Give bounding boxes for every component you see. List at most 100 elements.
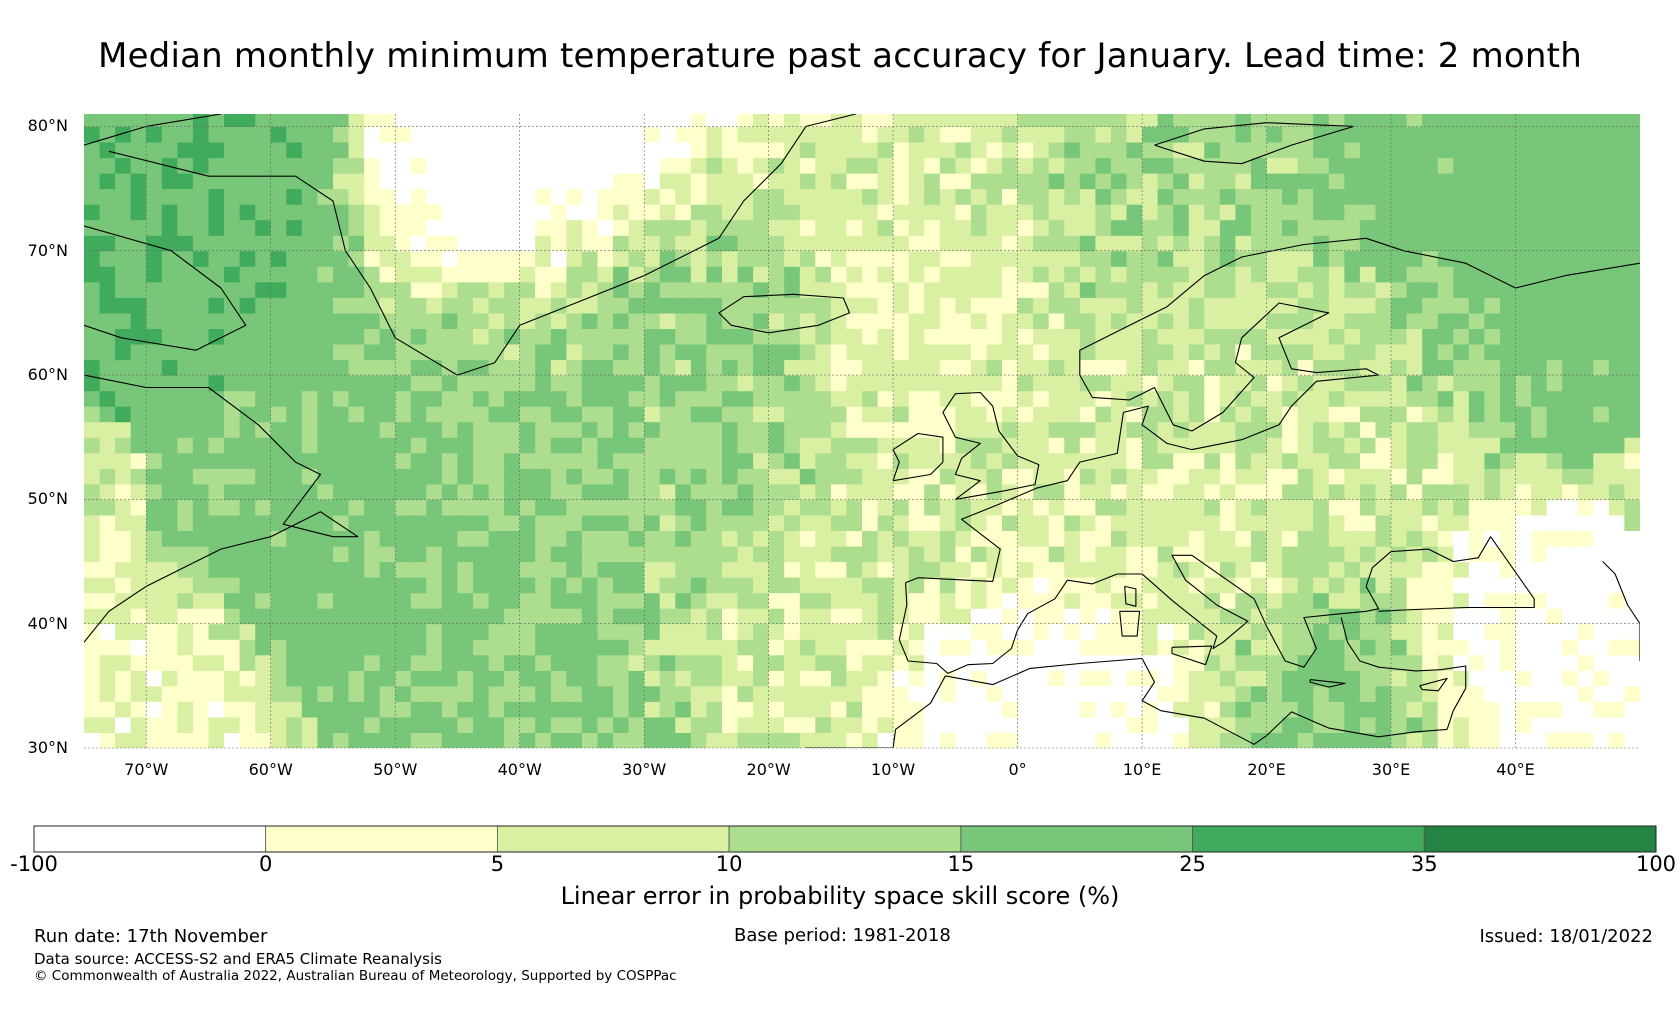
skill-cell — [441, 204, 459, 221]
skill-cell — [893, 375, 910, 392]
skill-cell — [1391, 250, 1408, 267]
skill-cell — [753, 623, 770, 640]
skill-cell — [986, 421, 1003, 438]
skill-cell — [1562, 344, 1579, 361]
skill-cell — [1297, 126, 1314, 143]
skill-cell — [115, 126, 132, 143]
skill-cell — [799, 421, 816, 438]
skill-cell — [1546, 390, 1563, 407]
skill-cell — [441, 344, 459, 361]
skill-cell — [224, 437, 241, 454]
skill-cell — [1468, 623, 1485, 640]
skill-cell — [1266, 732, 1283, 748]
skill-cell — [1126, 546, 1143, 563]
iceland-coast — [718, 293, 851, 334]
skill-cell — [1033, 608, 1050, 625]
skill-cell — [441, 577, 459, 594]
skill-cell — [457, 437, 474, 454]
skill-cell — [1546, 483, 1563, 500]
skill-cell — [1562, 235, 1579, 252]
skill-cell — [1500, 592, 1517, 609]
skill-cell — [1188, 266, 1205, 283]
skill-cell — [1624, 157, 1640, 174]
skill-cell — [613, 188, 630, 205]
skill-cell — [473, 483, 490, 500]
skill-cell — [410, 654, 427, 671]
skill-cell — [1188, 406, 1205, 423]
skill-cell — [784, 670, 801, 687]
skill-cell — [784, 421, 801, 438]
skill-cell — [1406, 344, 1423, 361]
skill-cell — [1017, 577, 1034, 594]
skill-cell — [286, 344, 303, 361]
skill-cell — [1033, 685, 1050, 702]
skill-cell — [208, 126, 225, 143]
skill-cell — [115, 716, 132, 733]
skill-cell — [84, 437, 101, 454]
skill-cell — [690, 592, 707, 609]
skill-cell — [1033, 421, 1050, 438]
skill-cell — [1173, 266, 1190, 283]
skill-cell — [1593, 468, 1610, 485]
skill-cell — [1219, 514, 1237, 531]
skill-cell — [908, 235, 925, 252]
skill-cell — [659, 623, 676, 640]
skill-cell — [550, 204, 567, 221]
skill-cell — [722, 281, 739, 298]
skill-cell — [566, 561, 583, 578]
skill-cell — [1173, 375, 1190, 392]
skill-cell — [1406, 483, 1423, 500]
skill-cell — [1344, 437, 1361, 454]
skill-cell — [457, 173, 474, 190]
skill-cell — [1033, 452, 1050, 469]
skill-cell — [986, 157, 1003, 174]
skill-cell — [1608, 468, 1626, 485]
skill-cell — [1204, 670, 1221, 687]
skill-cell — [908, 406, 925, 423]
skill-cell — [846, 188, 863, 205]
skill-cell — [1126, 483, 1143, 500]
skill-cell — [877, 375, 894, 392]
skill-cell — [908, 375, 925, 392]
skill-cell — [644, 281, 661, 298]
skill-cell — [519, 716, 536, 733]
skill-cell — [1251, 375, 1268, 392]
skill-cell — [939, 468, 956, 485]
skill-cell — [519, 654, 536, 671]
skill-cell — [799, 219, 816, 236]
skill-cell — [1079, 266, 1096, 283]
skill-cell — [301, 701, 318, 718]
skill-cell — [1484, 406, 1501, 423]
skill-cell — [348, 654, 365, 671]
skill-cell — [410, 173, 427, 190]
skill-cell — [1468, 126, 1485, 143]
skill-cell — [1142, 219, 1159, 236]
skill-cell — [581, 157, 599, 174]
skill-cell — [1500, 266, 1517, 283]
skill-cell — [1266, 114, 1283, 127]
skill-cell — [644, 654, 661, 671]
skill-cell — [1422, 173, 1439, 190]
skill-cell — [1017, 452, 1034, 469]
skill-cell — [519, 421, 536, 438]
skill-cell — [473, 623, 490, 640]
skill-cell — [1126, 685, 1143, 702]
skill-cell — [1142, 157, 1159, 174]
skill-cell — [1453, 654, 1470, 671]
skill-cell — [613, 421, 630, 438]
skill-cell — [1375, 281, 1392, 298]
skill-cell — [535, 592, 552, 609]
skill-cell — [768, 592, 785, 609]
skill-cell — [706, 452, 723, 469]
skill-cell — [706, 297, 723, 314]
skill-cell — [1251, 328, 1268, 345]
skill-cell — [830, 468, 848, 485]
colorbar-tick-label: 5 — [490, 852, 505, 876]
skill-cell — [1235, 499, 1252, 516]
skill-cell — [115, 514, 132, 531]
skill-cell — [115, 204, 132, 221]
skill-cell — [1359, 312, 1377, 329]
skill-cell — [146, 188, 163, 205]
skill-cell — [768, 126, 785, 143]
skill-cell — [224, 375, 241, 392]
